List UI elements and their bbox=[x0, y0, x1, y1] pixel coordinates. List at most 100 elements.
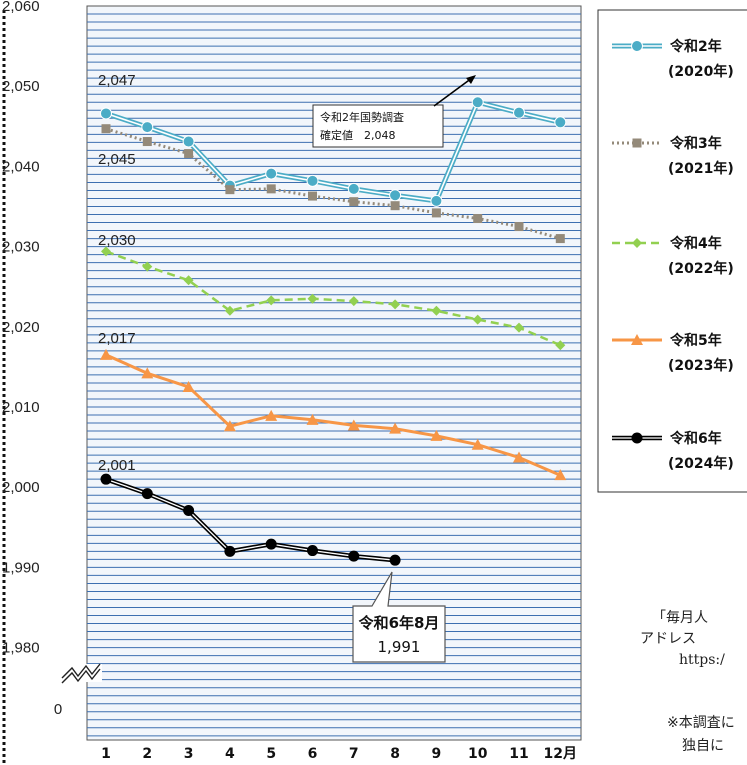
data-point-s2021 bbox=[632, 138, 642, 148]
side-note-line2: アドレス bbox=[640, 631, 696, 647]
data-point-s2020 bbox=[389, 189, 402, 202]
start-value-labels: 2,047 2,045 2,030 2,017 2,001 bbox=[98, 72, 136, 474]
data-point-s2022 bbox=[555, 340, 566, 351]
legend-item-s2020: 令和2年 (2020年) bbox=[612, 38, 734, 80]
x-tick-label: 6 bbox=[308, 746, 318, 762]
data-point-s2022 bbox=[183, 275, 194, 286]
data-point-s2021 bbox=[101, 124, 111, 134]
series-line-s2022 bbox=[105, 250, 561, 347]
data-point-s2020 bbox=[513, 106, 525, 119]
x-tick-label: 2 bbox=[142, 746, 152, 762]
y-tick-label: 2,010 bbox=[2, 399, 40, 416]
data-point-s2022 bbox=[142, 261, 153, 272]
x-tick-label: 4 bbox=[225, 746, 235, 762]
x-tick-label: 11 bbox=[509, 746, 528, 762]
legend-sublabel-s2024: (2024年) bbox=[668, 455, 734, 472]
data-point-s2024 bbox=[307, 545, 318, 557]
data-point-s2020 bbox=[141, 121, 154, 134]
legend-sublabel-s2023: (2023年) bbox=[668, 357, 734, 374]
legend-label-s2021: 令和3年 bbox=[669, 135, 722, 152]
series-s2022 bbox=[101, 246, 566, 351]
data-point-s2020 bbox=[430, 194, 443, 207]
data-point-s2024 bbox=[631, 432, 643, 444]
data-point-s2020 bbox=[347, 182, 360, 195]
data-point-s2021 bbox=[184, 149, 194, 159]
data-point-s2022 bbox=[348, 296, 359, 307]
start-label-s2020: 2,047 bbox=[98, 72, 136, 89]
legend-item-s2022: 令和4年 (2022年) bbox=[612, 235, 734, 277]
data-point-s2023 bbox=[631, 334, 643, 345]
data-point-s2022 bbox=[472, 314, 483, 325]
data-point-s2024 bbox=[265, 538, 277, 550]
data-point-s2021 bbox=[431, 208, 441, 218]
data-point-s2024 bbox=[141, 488, 153, 500]
start-label-s2022: 2,030 bbox=[98, 232, 136, 249]
data-point-s2021 bbox=[308, 191, 317, 201]
latest-annotation: 令和6年8月 1,991 bbox=[352, 571, 446, 663]
data-point-s2023 bbox=[347, 419, 360, 431]
legend-item-s2024: 令和6年 (2024年) bbox=[612, 430, 734, 472]
data-point-s2023 bbox=[554, 469, 567, 481]
x-tick-label: 8 bbox=[390, 746, 400, 762]
legend-label-s2020: 令和2年 bbox=[669, 38, 722, 55]
data-point-s2021 bbox=[555, 234, 565, 244]
series-line-s2021 bbox=[105, 127, 561, 241]
census-annotation-line2: 確定値 2,048 bbox=[320, 128, 396, 142]
data-point-s2022 bbox=[266, 295, 277, 306]
data-point-s2020 bbox=[554, 116, 567, 129]
latest-annotation-title: 令和6年8月 bbox=[359, 614, 440, 632]
legend-sublabel-s2020: (2020年) bbox=[668, 63, 734, 80]
data-point-s2021 bbox=[142, 137, 152, 147]
legend-sublabel-s2022: (2022年) bbox=[668, 260, 734, 277]
legend-sublabel-s2021: (2021年) bbox=[668, 160, 734, 177]
x-tick-label: 7 bbox=[349, 746, 359, 762]
x-tick-label: 12月 bbox=[544, 746, 577, 762]
x-tick-label: 1 bbox=[101, 746, 111, 762]
legend: 令和2年 (2020年) 令和3年 (2021年) 令和4年 (2022年) 令和5年 (20… bbox=[612, 38, 734, 472]
series-line-s2023 bbox=[105, 353, 561, 477]
data-point-s2023 bbox=[389, 422, 402, 434]
census-annotation: 令和2年国勢調査 確定値 2,048 bbox=[312, 75, 476, 148]
legend-label-s2022: 令和4年 bbox=[669, 235, 722, 252]
y-tick-label: 2,050 bbox=[2, 78, 40, 95]
data-point-s2022 bbox=[514, 322, 524, 333]
latest-annotation-value: 1,991 bbox=[378, 638, 421, 656]
data-point-s2020 bbox=[306, 174, 319, 187]
data-point-s2023 bbox=[100, 348, 112, 360]
side-note-line3: https:/ bbox=[679, 652, 725, 668]
start-label-s2023: 2,017 bbox=[98, 330, 136, 347]
series-s2020 bbox=[100, 96, 567, 207]
data-point-s2023 bbox=[141, 367, 154, 379]
y-tick-label: 2,040 bbox=[2, 158, 40, 175]
x-tick-label: 5 bbox=[266, 746, 276, 762]
y-tick-label: 2,030 bbox=[2, 239, 40, 256]
y-axis-ticks: 2,060 2,050 2,040 2,030 2,020 2,010 2,000 1,990… bbox=[2, 0, 40, 657]
start-label-s2021: 2,045 bbox=[98, 151, 136, 168]
data-point-s2020 bbox=[265, 167, 278, 180]
y-origin-label: 0 bbox=[54, 701, 62, 718]
data-point-s2024 bbox=[224, 545, 236, 557]
y-tick-label: 2,060 bbox=[2, 0, 40, 15]
data-point-s2021 bbox=[390, 201, 400, 211]
side-note-line1: 「毎月人 bbox=[652, 610, 708, 626]
data-point-s2023 bbox=[430, 429, 443, 441]
x-tick-label: 9 bbox=[432, 746, 442, 762]
y-tick-label: 2,000 bbox=[2, 479, 40, 496]
data-point-s2023 bbox=[182, 380, 195, 392]
side-note-line5: 独自に bbox=[682, 738, 724, 754]
series-line-inner-s2024 bbox=[105, 478, 396, 561]
data-point-s2022 bbox=[101, 246, 111, 257]
x-tick-label: 3 bbox=[184, 746, 194, 762]
data-point-s2024 bbox=[389, 554, 401, 566]
series-s2024 bbox=[100, 473, 401, 566]
data-point-s2023 bbox=[306, 413, 319, 425]
legend-box bbox=[597, 9, 747, 493]
y-tick-label: 1,980 bbox=[2, 640, 40, 657]
series-s2023 bbox=[100, 348, 567, 481]
data-point-s2021 bbox=[225, 185, 235, 195]
data-point-s2020 bbox=[100, 107, 112, 120]
legend-item-s2021: 令和3年 (2021年) bbox=[612, 135, 734, 177]
y-tick-label: 1,990 bbox=[2, 559, 40, 576]
series-line-inner-s2020 bbox=[105, 101, 561, 202]
